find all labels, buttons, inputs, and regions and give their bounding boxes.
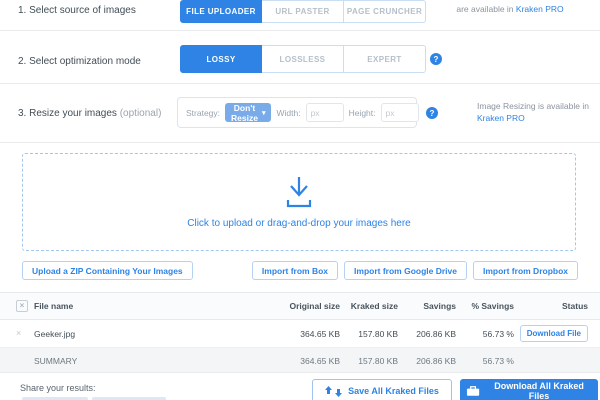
optimization-modes: LOSSY LOSSLESS EXPERT [180,45,426,73]
mode-lossy[interactable]: LOSSY [180,45,262,73]
cell-kraked-size: 157.80 KB [358,328,398,339]
mode-expert[interactable]: EXPERT [344,45,426,73]
source-pro-note: are available in Kraken PRO [430,4,590,14]
divider [0,142,600,143]
results-table: × File name Original size Kraked size Sa… [0,292,600,373]
download-all-kraked-files-button[interactable]: Download All Kraked Files [460,379,598,400]
briefcase-icon [466,386,480,396]
cell-original-size: 364.65 KB [300,328,340,339]
save-all-label: Save All Kraked Files [348,386,439,396]
height-label: Height: [348,107,376,118]
tab-url-paster[interactable]: URL PASTER [262,0,344,23]
resize-strategy-value: Don't Resize [231,102,258,123]
step1-label: 1. Select source of images [18,5,136,16]
step3-label: 3. Resize your images (optional) [18,108,161,119]
table-summary-row: SUMMARY 364.65 KB 157.80 KB 206.86 KB 56… [0,348,600,373]
header-kraked-size: Kraked size [350,301,398,311]
summary-pct-savings: 56.73 % [482,355,514,366]
mode-lossless[interactable]: LOSSLESS [262,45,344,73]
table-header-row: × File name Original size Kraked size Sa… [0,292,600,320]
import-google-drive-button[interactable]: Import from Google Drive [344,261,467,280]
step3-label-optional: (optional) [119,108,162,119]
tab-file-uploader[interactable]: FILE UPLOADER [180,0,262,23]
header-original-size: Original size [289,301,340,311]
cell-pct-savings: 56.73 % [482,328,514,339]
summary-label: SUMMARY [34,355,78,366]
kraken-pro-link[interactable]: Kraken PRO [515,4,564,14]
summary-kraked-size: 157.80 KB [358,355,398,366]
cell-status: Download File [514,325,588,342]
cell-savings: 206.86 KB [416,328,456,339]
download-file-button[interactable]: Download File [519,325,588,342]
header-file-name: File name [34,301,74,311]
divider [0,30,600,31]
source-pro-note-text: are available in [456,4,516,14]
share-button[interactable] [92,397,166,400]
download-all-label: Download All Kraked Files [494,381,584,400]
cloud-import-buttons: Import from Box Import from Google Drive… [251,261,578,280]
divider [0,372,600,373]
divider [0,83,600,84]
kraken-pro-link[interactable]: Kraken PRO [477,113,525,123]
resize-pro-note: Image Resizing is available in Kraken PRO [477,100,589,124]
height-input[interactable] [380,103,419,122]
summary-savings: 206.86 KB [416,355,456,366]
header-pct-savings: % Savings [471,301,514,311]
download-arrow-icon [286,177,312,208]
source-tabs: FILE UPLOADER URL PASTER PAGE CRUNCHER [180,0,426,23]
step3-label-main: 3. Resize your images [18,108,120,119]
resize-pro-note-text: Image Resizing is available in [477,101,589,111]
resize-strategy-dropdown[interactable]: Don't Resize ▾ [225,102,272,123]
width-input[interactable] [305,103,344,122]
dropzone-label: Click to upload or drag-and-drop your im… [187,218,411,229]
import-row: Upload a ZIP Containing Your Images Impo… [22,261,578,280]
table-row: × Geeker.jpg 364.65 KB 157.80 KB 206.86 … [0,320,600,348]
upload-zip-button[interactable]: Upload a ZIP Containing Your Images [22,261,193,280]
import-box-button[interactable]: Import from Box [251,261,339,280]
remove-all-checkbox[interactable]: × [16,300,28,312]
cell-file-name: Geeker.jpg [34,328,76,339]
header-status: Status [562,301,588,311]
chevron-down-icon: ▾ [261,109,266,117]
resize-options-box: Strategy: Don't Resize▾ Width: Height: [177,97,419,128]
step2-label: 2. Select optimization mode [18,56,141,67]
summary-original-size: 364.65 KB [300,355,340,366]
import-dropbox-button[interactable]: Import from Dropbox [473,261,578,280]
width-label: Width: [276,107,301,118]
share-button[interactable] [22,397,88,400]
help-icon[interactable]: ? [430,53,442,65]
remove-file-icon[interactable]: × [16,328,22,338]
share-results-label: Share your results: [20,383,96,393]
header-savings: Savings [423,301,456,311]
upload-dropzone[interactable]: Click to upload or drag-and-drop your im… [22,153,576,251]
save-cloud-arrows-icon [325,385,343,397]
tab-page-cruncher[interactable]: PAGE CRUNCHER [344,0,426,23]
help-icon[interactable]: ? [426,107,438,119]
save-all-kraked-files-button[interactable]: Save All Kraked Files [312,379,452,400]
strategy-label: Strategy: [186,107,221,118]
